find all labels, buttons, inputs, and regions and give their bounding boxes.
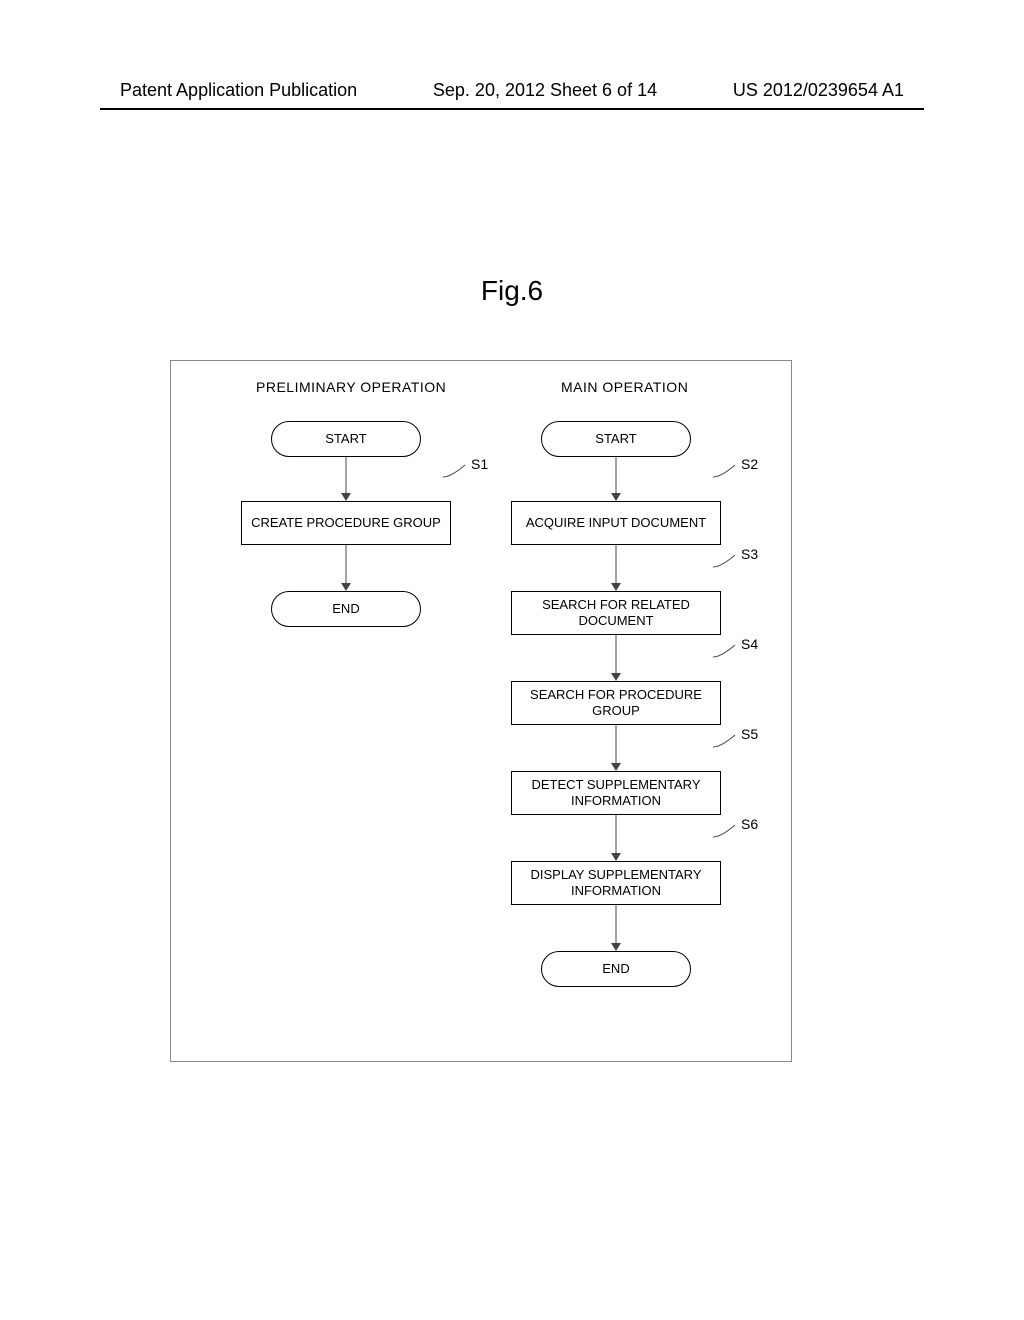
page: Patent Application Publication Sep. 20, … — [0, 0, 1024, 1320]
svg-text:S6: S6 — [741, 816, 758, 832]
figure-title: Fig.6 — [0, 275, 1024, 307]
svg-text:S2: S2 — [741, 456, 758, 472]
flow-right-end: END — [541, 951, 691, 987]
flow-left-end: END — [271, 591, 421, 627]
flow-right-s5: DETECT SUPPLEMENTARY INFORMATION — [511, 771, 721, 815]
header-right: US 2012/0239654 A1 — [733, 80, 904, 101]
header-left: Patent Application Publication — [120, 80, 357, 101]
page-header: Patent Application Publication Sep. 20, … — [0, 80, 1024, 101]
flow-right-s4: SEARCH FOR PROCEDURE GROUP — [511, 681, 721, 725]
svg-text:S5: S5 — [741, 726, 758, 742]
header-rule — [100, 108, 924, 110]
flow-right-s2: ACQUIRE INPUT DOCUMENT — [511, 501, 721, 545]
flowchart-frame: PRELIMINARY OPERATION MAIN OPERATION S1S… — [170, 360, 792, 1062]
svg-text:S1: S1 — [471, 456, 488, 472]
svg-text:S4: S4 — [741, 636, 758, 652]
header-center: Sep. 20, 2012 Sheet 6 of 14 — [433, 80, 657, 101]
flow-left-start: START — [271, 421, 421, 457]
flow-right-start: START — [541, 421, 691, 457]
svg-text:S3: S3 — [741, 546, 758, 562]
flow-right-s3: SEARCH FOR RELATED DOCUMENT — [511, 591, 721, 635]
flow-right-s6: DISPLAY SUPPLEMENTARY INFORMATION — [511, 861, 721, 905]
flow-left-s1: CREATE PROCEDURE GROUP — [241, 501, 451, 545]
